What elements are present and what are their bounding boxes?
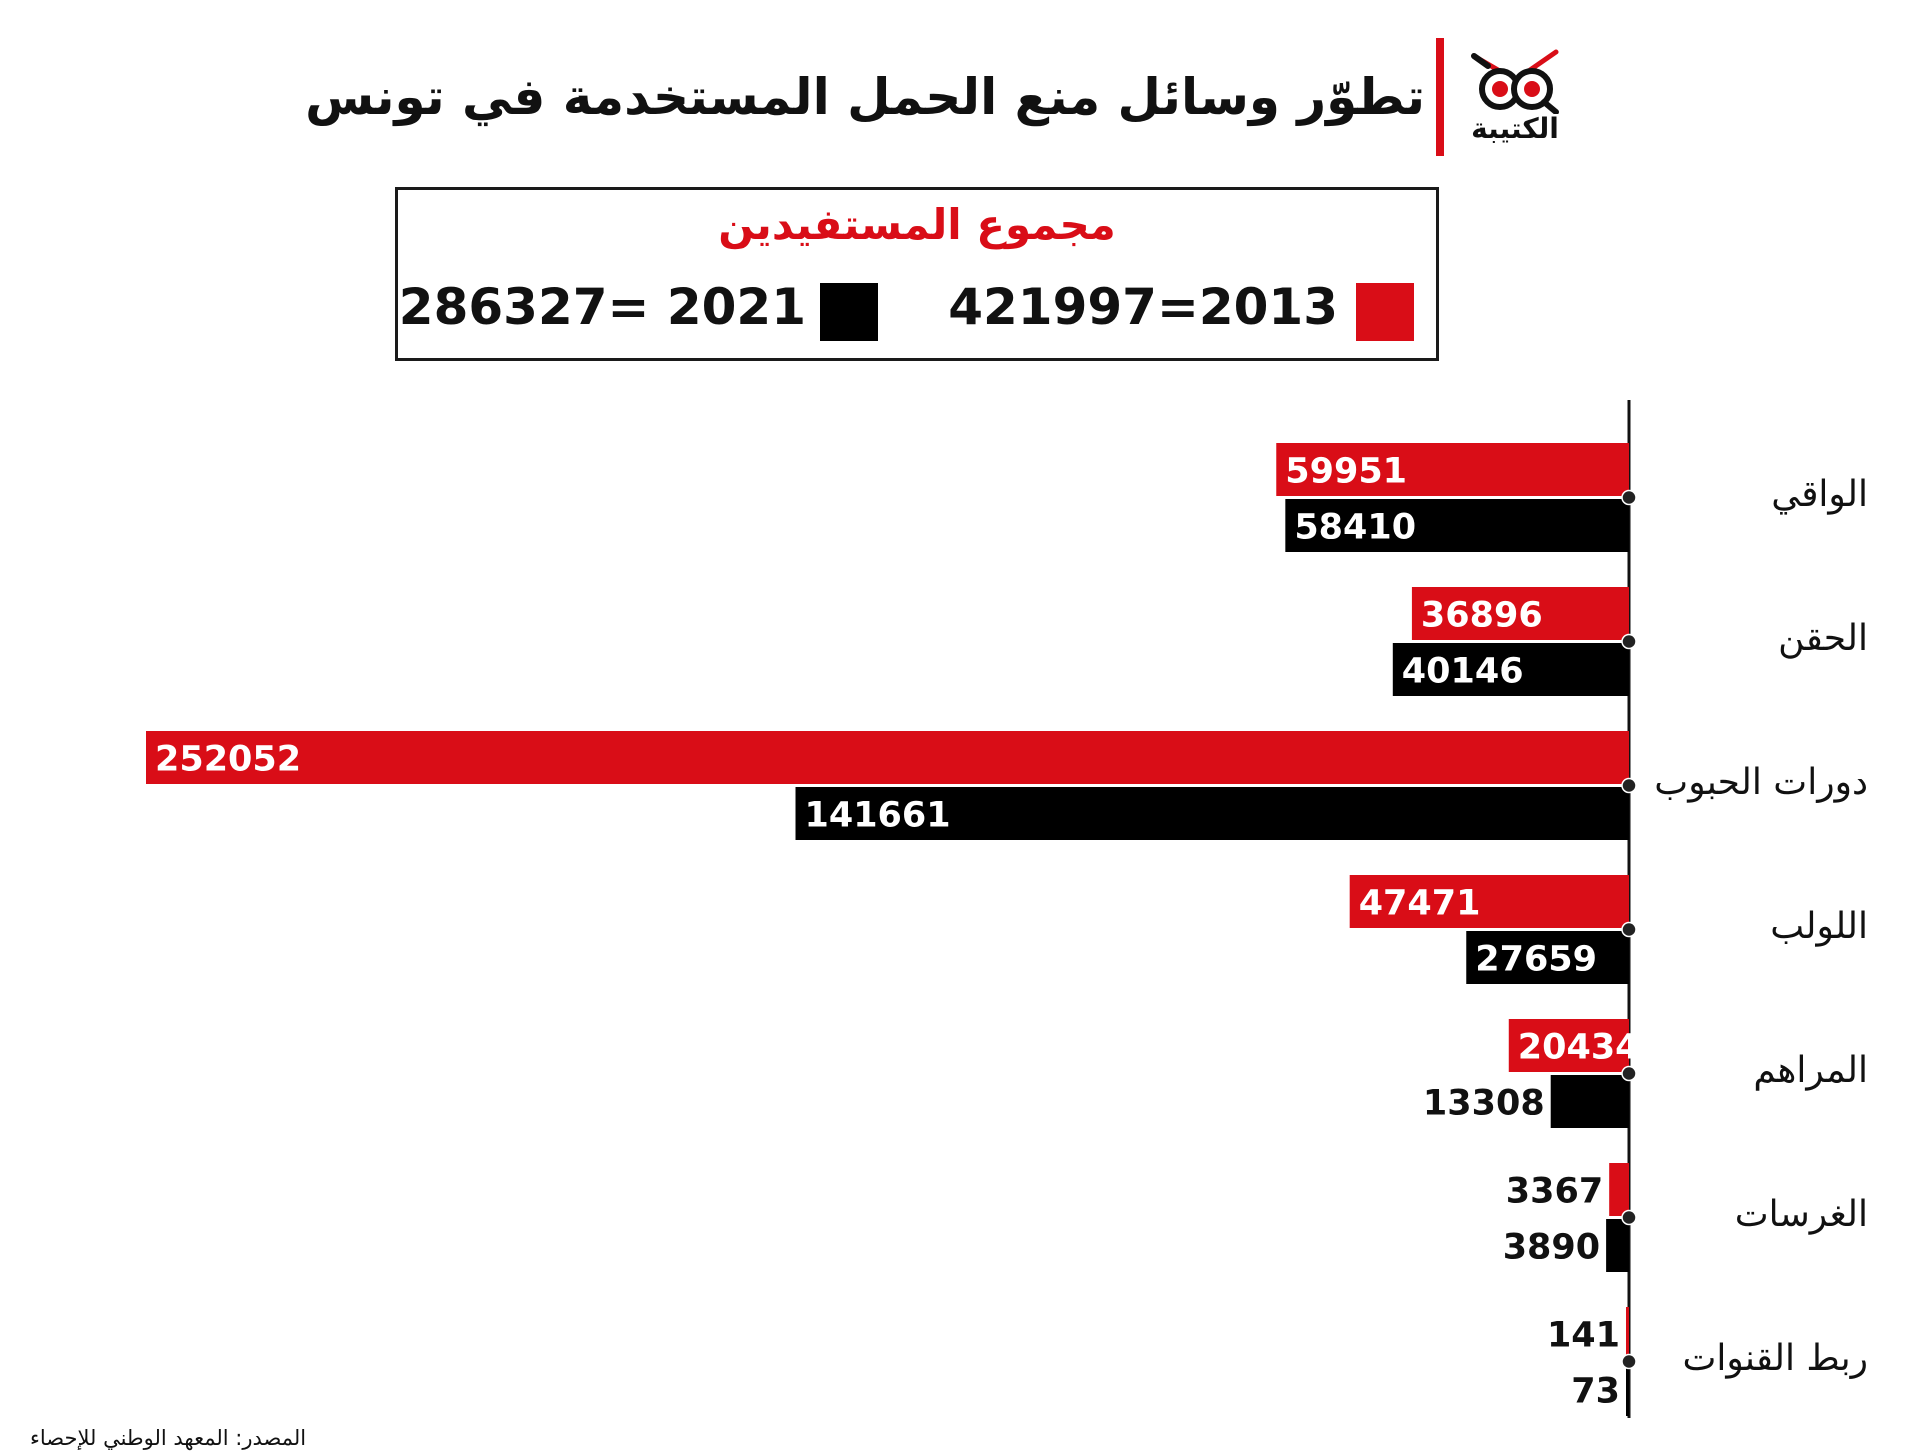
chart-title: تطوّر وسائل منع الحمل المستخدمة في تونس: [305, 68, 1425, 126]
source-note: المصدر: المعهد الوطني للإحصاء: [30, 1426, 307, 1450]
bar-2013-3: [1349, 875, 1629, 928]
data-label-2013-5: 3367: [1506, 1172, 1603, 1212]
bar-2021-5: [1606, 1219, 1629, 1272]
data-label-2013-0: 59951: [1285, 452, 1407, 492]
data-label-2021-3: 27659: [1475, 940, 1597, 980]
category-label-0: الواقي: [1771, 473, 1868, 515]
data-label-2013-2: 252052: [155, 740, 301, 780]
bar-2021-1: [1392, 643, 1629, 696]
axis-dot-4: [1621, 1065, 1637, 1082]
bar-2013-4: [1508, 1019, 1629, 1072]
legend-swatch-2021: [820, 283, 878, 341]
bar-2021-0: [1285, 499, 1629, 552]
data-label-2021-6: 73: [1571, 1372, 1620, 1412]
bar-2013-5: [1609, 1163, 1629, 1216]
data-label-2013-6: 141: [1547, 1316, 1620, 1356]
axis-dot-2: [1621, 777, 1637, 794]
logo-text: الكتيبة: [1471, 112, 1559, 145]
axis-dot-3: [1621, 921, 1637, 938]
axis-dot-5: [1621, 1209, 1637, 1226]
data-label-2021-2: 141661: [805, 796, 951, 836]
data-label-2021-0: 58410: [1294, 508, 1416, 548]
category-label-1: الحقن: [1778, 617, 1868, 659]
category-label-2: دورات الحبوب: [1654, 761, 1868, 803]
category-label-3: اللولب: [1770, 905, 1868, 947]
title-divider: [1436, 38, 1444, 156]
legend-box: مجموع المستفيدين 421997=2013 286327= 202…: [395, 187, 1439, 361]
legend-label-2013: 421997=2013: [948, 278, 1338, 336]
bar-2013-2: [146, 731, 1629, 784]
bar-2013-1: [1411, 587, 1629, 640]
category-label-6: ربط القنوات: [1682, 1337, 1868, 1379]
chart-header: تطوّر وسائل منع الحمل المستخدمة في تونس …: [0, 30, 1920, 160]
bar-2013-0: [1276, 443, 1629, 496]
bar-2021-3: [1466, 931, 1629, 984]
axis-dot-6: [1621, 1353, 1637, 1370]
data-label-2013-1: 36896: [1421, 596, 1543, 636]
data-label-2021-4: 13308: [1423, 1084, 1545, 1124]
legend-label-2021: 286327= 2021: [398, 278, 806, 336]
data-label-2013-3: 47471: [1359, 884, 1481, 924]
logo: الكتيبة: [1460, 44, 1570, 154]
data-label-2021-5: 3890: [1503, 1228, 1600, 1268]
owl-eyes-icon: [1471, 49, 1559, 115]
axis-dot-0: [1621, 489, 1637, 506]
data-label-2013-4: 20434: [1518, 1028, 1640, 1068]
bar-2021-4: [1550, 1075, 1629, 1128]
bar-2021-2: [795, 787, 1629, 840]
bar-2013-6: [1626, 1307, 1629, 1360]
category-label-5: الغرسات: [1734, 1193, 1868, 1235]
axis-dot-1: [1621, 633, 1637, 650]
bar-2021-6: [1626, 1363, 1629, 1416]
legend-swatch-2013: [1356, 283, 1414, 341]
data-label-2021-1: 40146: [1402, 652, 1524, 692]
category-label-4: المراهم: [1753, 1049, 1868, 1091]
legend-title: مجموع المستفيدين: [718, 200, 1116, 249]
